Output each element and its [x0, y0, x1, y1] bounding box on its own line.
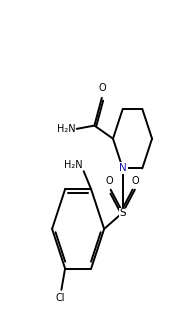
Text: H₂N: H₂N: [57, 124, 76, 134]
Text: N: N: [119, 164, 127, 173]
Text: O: O: [132, 176, 140, 186]
Text: Cl: Cl: [56, 293, 65, 303]
Text: H₂N: H₂N: [64, 160, 83, 170]
Text: O: O: [99, 83, 107, 93]
Text: O: O: [106, 176, 113, 186]
Text: S: S: [119, 208, 126, 217]
